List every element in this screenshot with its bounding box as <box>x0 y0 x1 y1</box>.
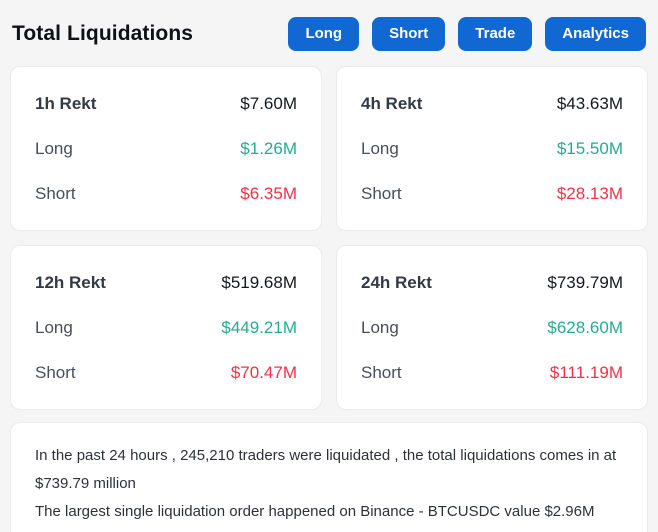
long-value: $1.26M <box>240 139 297 158</box>
short-row: Short $28.13M <box>361 183 623 205</box>
card-header-row: 12h Rekt $519.68M <box>35 272 297 294</box>
total-value: $739.79M <box>547 273 623 292</box>
short-label: Short <box>35 363 76 382</box>
rekt-card-1h: 1h Rekt $7.60M Long $1.26M Short $6.35M <box>10 66 322 231</box>
long-label: Long <box>361 139 399 158</box>
period-label: 24h Rekt <box>361 273 432 292</box>
header-button-group: Long Short Trade Analytics <box>288 17 646 51</box>
rekt-card-12h: 12h Rekt $519.68M Long $449.21M Short $7… <box>10 245 322 410</box>
trade-button[interactable]: Trade <box>458 17 533 51</box>
analytics-button[interactable]: Analytics <box>545 17 646 51</box>
short-label: Short <box>35 184 76 203</box>
short-label: Short <box>361 184 402 203</box>
long-value: $628.60M <box>547 318 623 337</box>
short-row: Short $111.19M <box>361 362 623 384</box>
long-value: $15.50M <box>556 139 623 158</box>
long-value: $449.21M <box>221 318 297 337</box>
total-value: $43.63M <box>556 94 623 113</box>
long-label: Long <box>35 139 73 158</box>
short-value: $28.13M <box>556 184 623 203</box>
period-label: 1h Rekt <box>35 94 97 113</box>
card-header-row: 24h Rekt $739.79M <box>361 272 623 294</box>
rekt-cards-grid: 1h Rekt $7.60M Long $1.26M Short $6.35M … <box>10 66 648 410</box>
period-label: 12h Rekt <box>35 273 106 292</box>
long-row: Long $449.21M <box>35 317 297 339</box>
summary-line-2: The largest single liquidation order hap… <box>35 503 595 520</box>
short-value: $6.35M <box>240 184 297 203</box>
long-row: Long $15.50M <box>361 138 623 160</box>
long-label: Long <box>361 318 399 337</box>
short-label: Short <box>361 363 402 382</box>
card-header-row: 1h Rekt $7.60M <box>35 93 297 115</box>
long-row: Long $1.26M <box>35 138 297 160</box>
short-value: $111.19M <box>549 363 623 382</box>
short-row: Short $70.47M <box>35 362 297 384</box>
long-label: Long <box>35 318 73 337</box>
summary-line-1: In the past 24 hours , 245,210 traders w… <box>35 447 617 492</box>
short-row: Short $6.35M <box>35 183 297 205</box>
rekt-card-24h: 24h Rekt $739.79M Long $628.60M Short $1… <box>336 245 648 410</box>
period-label: 4h Rekt <box>361 94 423 113</box>
total-value: $7.60M <box>240 94 297 113</box>
short-value: $70.47M <box>230 363 297 382</box>
page-header: Total Liquidations Long Short Trade Anal… <box>10 10 648 56</box>
long-row: Long $628.60M <box>361 317 623 339</box>
long-button[interactable]: Long <box>288 17 360 51</box>
card-header-row: 4h Rekt $43.63M <box>361 93 623 115</box>
page-title: Total Liquidations <box>12 22 194 45</box>
short-button[interactable]: Short <box>372 17 446 51</box>
rekt-card-4h: 4h Rekt $43.63M Long $15.50M Short $28.1… <box>336 66 648 231</box>
total-value: $519.68M <box>221 273 297 292</box>
liquidation-summary-card: In the past 24 hours , 245,210 traders w… <box>10 422 648 532</box>
